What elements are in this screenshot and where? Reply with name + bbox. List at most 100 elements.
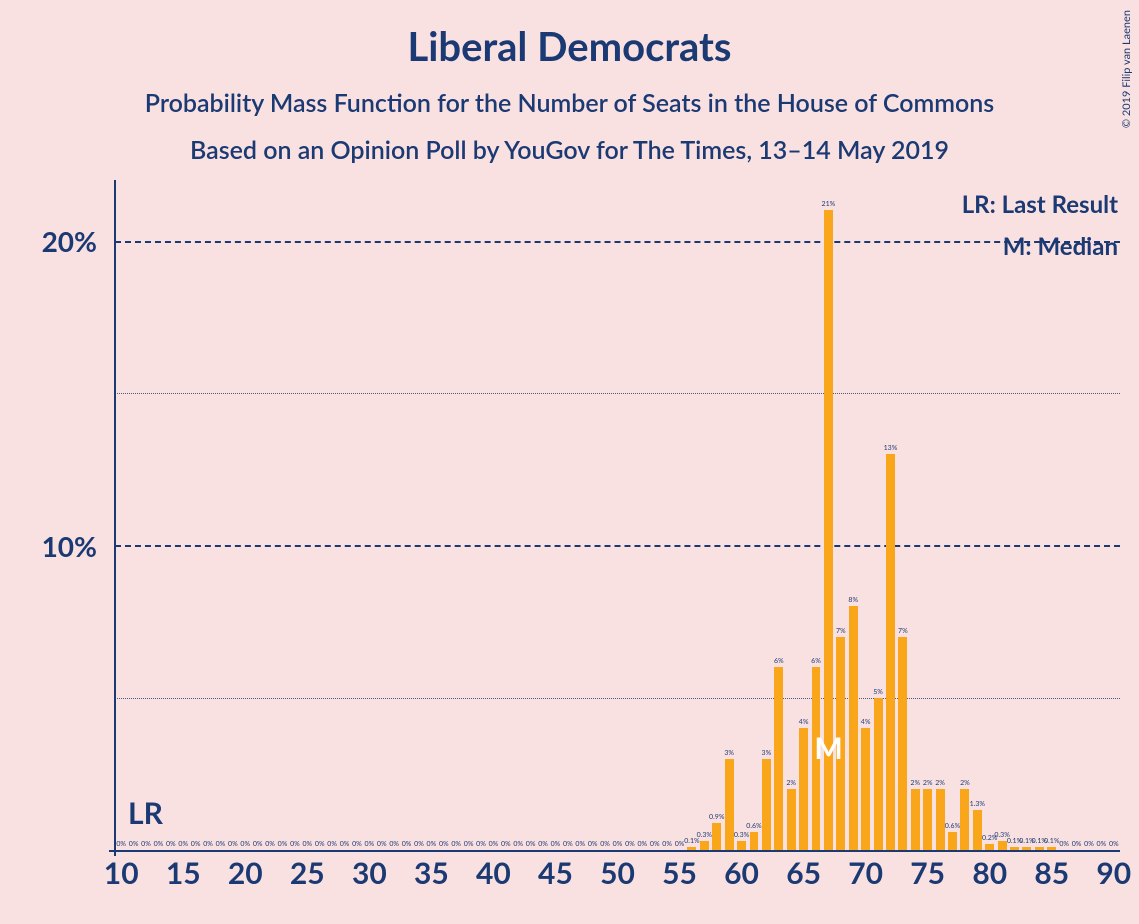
lr-marker: LR (128, 795, 163, 831)
x-axis-label: 85 (1022, 855, 1082, 891)
bar-value-label: 0% (340, 840, 350, 848)
bar-value-label: 0% (451, 840, 461, 848)
bar-value-label: 0% (1072, 840, 1082, 848)
bar-value-label: 8% (848, 596, 858, 604)
bar-value-label: 0% (439, 840, 449, 848)
x-axis-label: 45 (525, 855, 585, 891)
bar (1010, 847, 1019, 850)
plot-area (115, 180, 1120, 850)
bar (712, 823, 721, 850)
bar-value-label: 0% (253, 840, 263, 848)
bar-value-label: 2% (923, 779, 933, 787)
bar-value-label: 0% (141, 840, 151, 848)
bar-value-label: 13% (884, 444, 898, 452)
bar-value-label: 0% (476, 840, 486, 848)
bar (1022, 847, 1031, 850)
bar-value-label: 0% (352, 840, 362, 848)
pmf-chart: Liberal DemocratsProbability Mass Functi… (0, 0, 1139, 924)
bar-value-label: 1.3% (970, 800, 985, 808)
gridline-major (115, 241, 1120, 243)
bar-value-label: 0% (129, 840, 139, 848)
bar (948, 832, 957, 850)
x-axis-line (109, 850, 1120, 852)
bar-value-label: 0% (290, 840, 300, 848)
x-axis-label: 30 (339, 855, 399, 891)
bar (1047, 847, 1056, 850)
bar-value-label: 0% (278, 840, 288, 848)
bar-value-label: 0.1% (1044, 837, 1059, 845)
bar-value-label: 0% (240, 840, 250, 848)
chart-subtitle-1: Probability Mass Function for the Number… (0, 88, 1139, 118)
bar-value-label: 0% (427, 840, 437, 848)
bar (700, 841, 709, 850)
bar-value-label: 2% (910, 779, 920, 787)
x-axis-label: 25 (277, 855, 337, 891)
bar (774, 667, 783, 850)
x-axis-label: 50 (588, 855, 648, 891)
bar-value-label: 0.6% (945, 822, 960, 830)
x-axis-label: 40 (463, 855, 523, 891)
x-axis-label: 35 (401, 855, 461, 891)
y-axis-label: 10% (0, 529, 97, 563)
bar-value-label: 0% (588, 840, 598, 848)
bar (985, 844, 994, 850)
bar-value-label: 0.3% (734, 831, 749, 839)
bar-value-label: 0% (575, 840, 585, 848)
bar (750, 832, 759, 850)
bar-value-label: 0% (216, 840, 226, 848)
bar-value-label: 0% (513, 840, 523, 848)
bar (923, 789, 932, 850)
bar (687, 847, 696, 850)
bar (998, 841, 1007, 850)
x-axis-label: 75 (898, 855, 958, 891)
bar-value-label: 0% (1109, 840, 1119, 848)
bar-value-label: 0% (1059, 840, 1069, 848)
bar (725, 759, 734, 850)
bar-value-label: 0% (191, 840, 201, 848)
bar-value-label: 0% (501, 840, 511, 848)
gridline-major (115, 545, 1120, 547)
bar-value-label: 0% (377, 840, 387, 848)
bar-value-label: 2% (786, 779, 796, 787)
bar-value-label: 0% (650, 840, 660, 848)
bar-value-label: 6% (811, 657, 821, 665)
y-axis-line (114, 180, 116, 856)
bar-value-label: 2% (960, 779, 970, 787)
bar-value-label: 4% (861, 718, 871, 726)
bar-value-label: 0% (327, 840, 337, 848)
x-axis-label: 55 (650, 855, 710, 891)
bar-value-label: 0% (315, 840, 325, 848)
bar-value-label: 0.9% (709, 813, 724, 821)
bar-value-label: 0% (489, 840, 499, 848)
legend-m: M: Median (1003, 232, 1118, 261)
bar-value-label: 0% (154, 840, 164, 848)
bar (886, 454, 895, 850)
x-axis-label: 65 (774, 855, 834, 891)
bar (849, 606, 858, 850)
bar-value-label: 0% (265, 840, 275, 848)
bar (874, 698, 883, 850)
bar-value-label: 0% (365, 840, 375, 848)
x-axis-label: 60 (712, 855, 772, 891)
bar (936, 789, 945, 850)
x-axis-label: 10 (91, 855, 151, 891)
y-axis-label: 20% (0, 224, 97, 258)
bar-value-label: 0% (116, 840, 126, 848)
bar (799, 728, 808, 850)
x-axis-label: 15 (153, 855, 213, 891)
bar-value-label: 0% (302, 840, 312, 848)
bar (973, 810, 982, 850)
bar-value-label: 0% (662, 840, 672, 848)
bar-value-label: 0% (228, 840, 238, 848)
bar (787, 789, 796, 850)
bar (911, 789, 920, 850)
bar-value-label: 0% (538, 840, 548, 848)
bar-value-label: 0% (551, 840, 561, 848)
bar-value-label: 0% (203, 840, 213, 848)
bar (1035, 847, 1044, 850)
bar-value-label: 0% (1097, 840, 1107, 848)
bar (737, 841, 746, 850)
bar-value-label: 0% (563, 840, 573, 848)
bar-value-label: 0.3% (697, 831, 712, 839)
bar-value-label: 0% (637, 840, 647, 848)
